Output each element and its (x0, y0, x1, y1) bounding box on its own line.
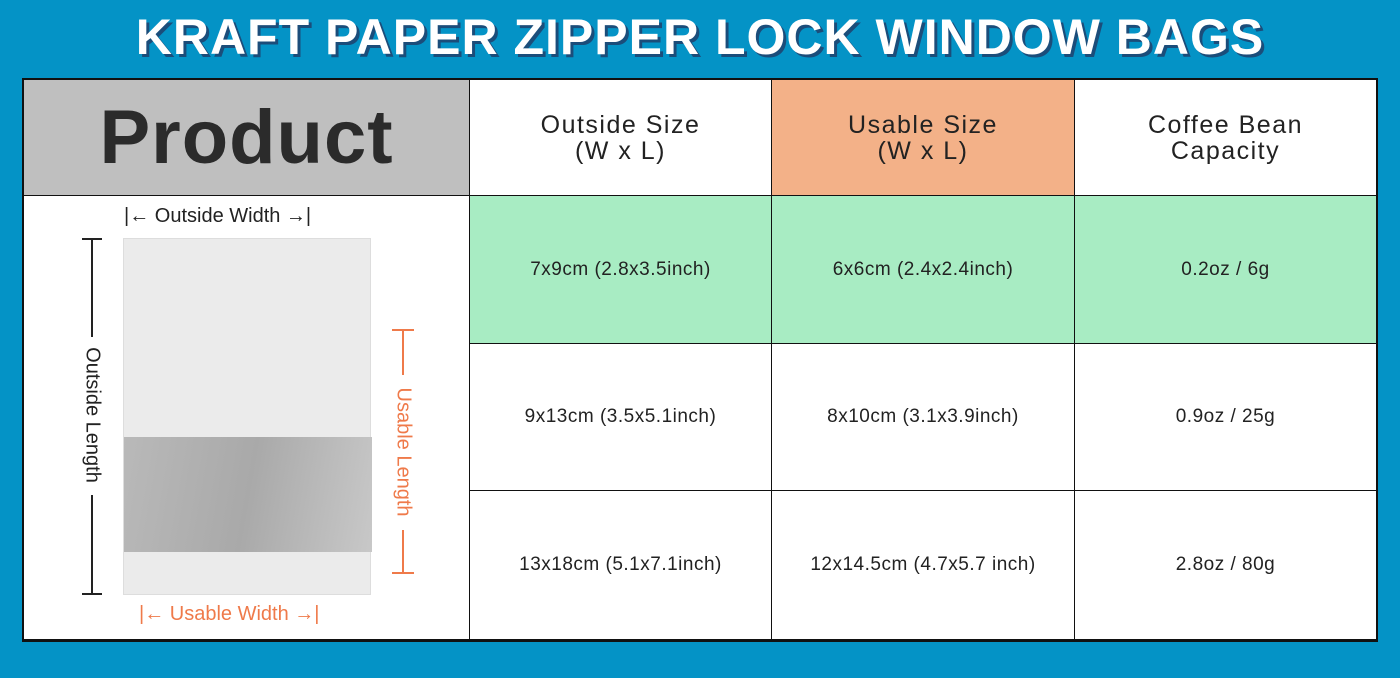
table-cell: 9x13cm (3.5x5.1inch) (470, 344, 771, 490)
tick (82, 238, 102, 240)
usable-length-label: Usable Length (392, 387, 415, 517)
usable-width-arrow: |← Usable Width →| (139, 603, 320, 625)
tick (392, 329, 414, 331)
bag-window (124, 437, 372, 552)
bag-image (123, 238, 372, 595)
table-cell: 12x14.5cm (4.7x5.7 inch) (772, 491, 1074, 639)
header-line: (W x L) (574, 136, 667, 165)
usable-width-label: Usable Width (169, 603, 289, 625)
outside-length-label: Outside Length (81, 347, 104, 483)
outside-length-arrow-top (91, 240, 93, 337)
outside-width-label: Outside Width (154, 205, 281, 227)
header-outside-size: Outside Size (W x L) (470, 80, 771, 195)
table-cell: 2.8oz / 80g (1075, 491, 1376, 639)
tick (392, 572, 414, 574)
table-cell: 0.9oz / 25g (1075, 344, 1376, 490)
header-line: Usable Size (848, 110, 998, 139)
page-title: KRAFT PAPER ZIPPER LOCK WINDOW BAGS (135, 9, 1265, 65)
header-line: Coffee Bean (1147, 110, 1304, 139)
header-line: Capacity (1170, 136, 1281, 165)
table-cell: 8x10cm (3.1x3.9inch) (772, 344, 1074, 490)
header-capacity: Coffee Bean Capacity (1075, 80, 1376, 195)
header-line: (W x L) (877, 136, 969, 165)
tick (82, 593, 102, 595)
table-cell: 7x9cm (2.8x3.5inch) (470, 196, 771, 343)
outside-width-arrow: |← Outside Width →| (124, 205, 312, 227)
header-usable-size: Usable Size (W x L) (772, 80, 1074, 195)
table-cell: 6x6cm (2.4x2.4inch) (772, 196, 1074, 343)
outside-length-arrow-bottom (91, 495, 93, 593)
usable-length-arrow-bottom (402, 530, 404, 572)
usable-length-arrow-top (402, 331, 404, 375)
table-cell: 0.2oz / 6g (1075, 196, 1376, 343)
table-cell: 13x18cm (5.1x7.1inch) (470, 491, 771, 639)
header-line: Outside Size (540, 110, 701, 139)
product-header: Product (24, 80, 469, 195)
